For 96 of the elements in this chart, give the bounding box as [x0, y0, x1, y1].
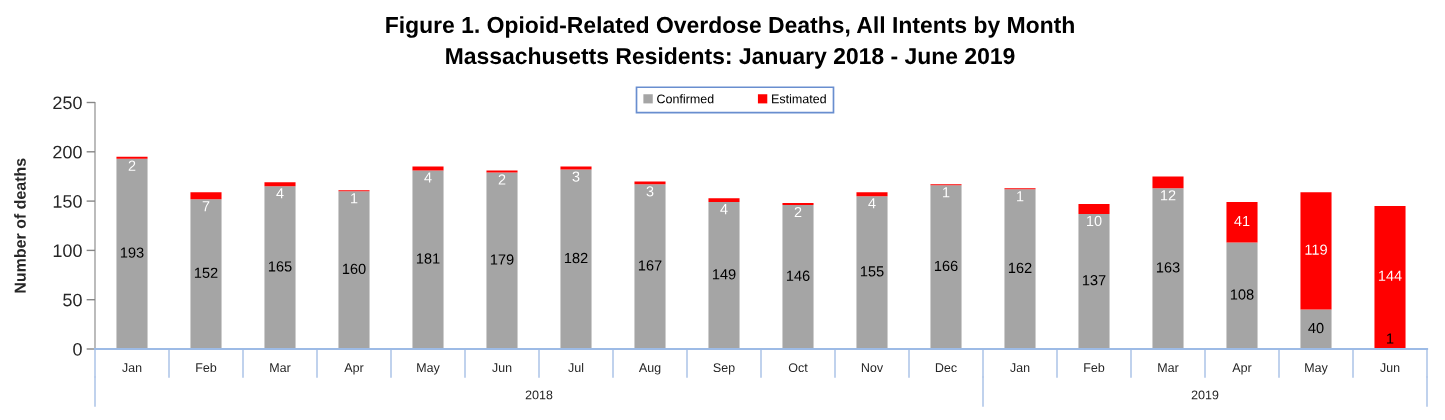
bar — [1374, 206, 1406, 349]
bar — [486, 172, 518, 349]
x-tick-label: Oct — [788, 363, 808, 373]
bar — [634, 184, 666, 349]
bar — [782, 205, 814, 349]
x-tick-label: Feb — [196, 362, 217, 373]
x-tick-label: Mar — [1158, 363, 1179, 373]
data-label: 40 — [1308, 322, 1324, 334]
y-tick-label: 250 — [53, 96, 82, 110]
bar — [560, 169, 592, 349]
data-label: 160 — [342, 263, 366, 275]
bar — [1078, 204, 1110, 214]
y-axis-title: Number of deaths — [14, 158, 26, 293]
bar — [1226, 242, 1258, 349]
legend-label: Estimated — [772, 94, 826, 104]
data-label: 167 — [638, 260, 662, 271]
data-label: 162 — [1008, 262, 1032, 274]
data-label: 144 — [1378, 270, 1402, 281]
x-tick-label: Apr — [1232, 363, 1252, 375]
x-tick-label: Nov — [861, 363, 884, 373]
bar — [560, 166, 592, 170]
data-label: 4 — [424, 172, 432, 183]
bar — [116, 158, 148, 349]
data-label: 2 — [794, 206, 802, 218]
data-label: 1 — [1387, 333, 1394, 344]
data-label: 10 — [1087, 215, 1102, 227]
bar — [190, 192, 222, 200]
data-label: 119 — [1305, 244, 1327, 255]
data-label: 1 — [943, 187, 950, 198]
bar — [708, 202, 740, 349]
data-label: 163 — [1156, 262, 1180, 273]
x-tick-label: Jan — [122, 363, 142, 373]
bar — [1078, 213, 1110, 349]
data-label: 3 — [646, 186, 654, 197]
data-label: 165 — [268, 261, 292, 272]
data-label: 179 — [490, 254, 514, 265]
y-tick-label: 100 — [53, 244, 82, 258]
data-label: 4 — [868, 198, 876, 209]
data-label: 4 — [720, 204, 728, 215]
x-tick-label: Jun — [1380, 363, 1400, 373]
bar — [856, 196, 888, 349]
data-label: 2 — [128, 160, 136, 171]
x-tick-label: May — [417, 363, 440, 375]
data-label: 155 — [860, 266, 884, 277]
data-label: 149 — [712, 269, 736, 280]
x-tick-label: Dec — [935, 363, 957, 373]
y-tick-label: 150 — [53, 195, 82, 208]
data-label: 108 — [1230, 289, 1254, 300]
chart-title: Figure 1. Opioid-Related Overdose Deaths, All Intents by Month — [386, 16, 1074, 38]
bar — [708, 198, 740, 203]
y-tick-label: 200 — [53, 145, 82, 159]
data-label: 2 — [498, 174, 506, 185]
bar — [1226, 202, 1258, 243]
x-tick-label: Jun — [492, 363, 512, 373]
data-label: 4 — [276, 188, 284, 199]
data-label: 193 — [120, 247, 144, 258]
data-label: 7 — [202, 201, 210, 212]
legend-label: Confirmed — [657, 94, 714, 104]
bar — [930, 185, 962, 349]
bar — [856, 192, 888, 197]
data-label: 12 — [1161, 190, 1176, 201]
bar — [412, 166, 444, 171]
bar — [264, 186, 296, 349]
bar — [412, 170, 444, 349]
bar — [1004, 189, 1036, 349]
x-tick-label: Sep — [713, 363, 735, 375]
x-tick-label: Apr — [344, 363, 364, 375]
data-label: 182 — [564, 252, 588, 264]
x-tick-label: Feb — [1084, 362, 1105, 373]
bar — [1152, 188, 1184, 349]
bar — [1300, 192, 1332, 310]
data-label: 152 — [194, 267, 218, 278]
x-tick-label: Jan — [1010, 363, 1030, 373]
data-label: 137 — [1082, 275, 1106, 286]
x-tick-label: May — [1305, 363, 1328, 375]
bar — [1152, 176, 1184, 189]
x-tick-label: Mar — [270, 363, 291, 373]
data-label: 181 — [416, 253, 440, 264]
chart-subtitle: Massachusetts Residents: January 2018 - June 2019 — [446, 47, 1015, 69]
bar — [338, 191, 370, 349]
data-label: 166 — [934, 260, 958, 272]
bar — [634, 181, 666, 185]
x-tick-label: Jul — [568, 362, 584, 373]
bar — [190, 199, 222, 349]
bar — [1300, 309, 1332, 349]
y-tick-label: 0 — [73, 342, 82, 356]
x-tick-label: Aug — [638, 363, 661, 375]
data-label: 1 — [1017, 191, 1024, 202]
data-label: 3 — [572, 171, 580, 182]
text: 2019 — [1191, 390, 1219, 400]
data-label: 1 — [351, 193, 358, 204]
text: 2018 — [525, 390, 553, 400]
data-label: 146 — [786, 270, 810, 281]
bar — [264, 182, 296, 187]
data-label: 41 — [1234, 216, 1250, 227]
y-tick-label: 50 — [63, 293, 82, 307]
